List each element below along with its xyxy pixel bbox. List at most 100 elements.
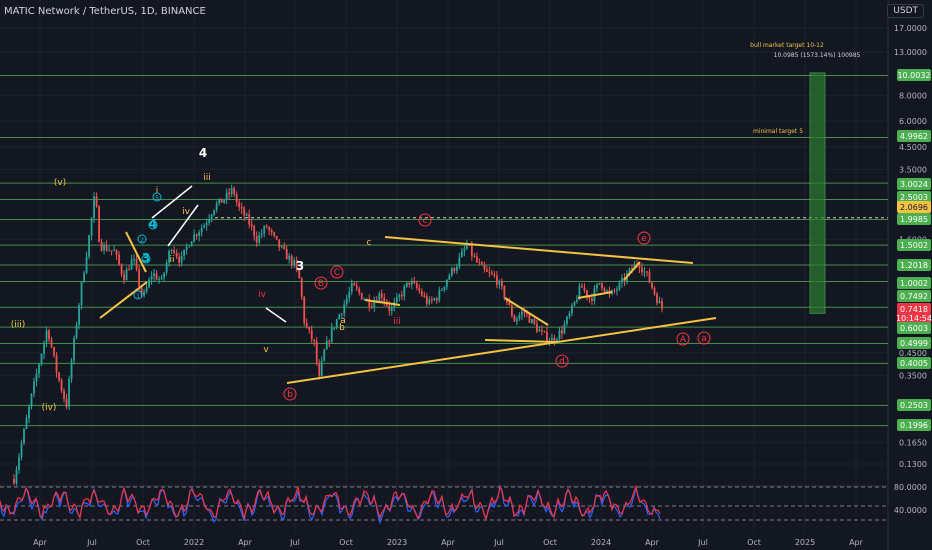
candle-body bbox=[363, 299, 366, 301]
currency-selector[interactable]: USDT bbox=[887, 4, 924, 18]
candle-body bbox=[566, 316, 568, 325]
candle-body bbox=[473, 255, 476, 257]
x-tick-label: Apr bbox=[238, 538, 253, 547]
candle-body bbox=[458, 257, 461, 267]
candle-body bbox=[275, 235, 278, 240]
candle-body bbox=[308, 327, 311, 330]
candle-body bbox=[170, 250, 173, 252]
candle-body bbox=[533, 319, 536, 324]
wave-label: (iii) bbox=[11, 320, 26, 330]
candle-body bbox=[508, 301, 511, 306]
wave-circle bbox=[283, 387, 297, 401]
candle-body bbox=[95, 196, 98, 207]
candle-body bbox=[140, 286, 143, 296]
price-badge-label: 10.0032 bbox=[897, 71, 930, 80]
candle-body bbox=[578, 285, 581, 300]
candle-body bbox=[263, 226, 266, 234]
candle-body bbox=[30, 393, 33, 407]
x-tick-label: Oct bbox=[543, 538, 557, 547]
candle-body bbox=[258, 235, 261, 243]
wave-label: a bbox=[340, 316, 346, 326]
x-tick-label: 2022 bbox=[184, 538, 204, 547]
candle-body bbox=[103, 244, 105, 251]
candle-body bbox=[616, 289, 618, 291]
candle-body bbox=[218, 198, 221, 204]
candle-body bbox=[468, 244, 471, 246]
candle-body bbox=[163, 272, 166, 278]
candle-body bbox=[210, 214, 213, 220]
candle-body bbox=[528, 313, 531, 323]
candle-body bbox=[353, 283, 356, 286]
candle-body bbox=[183, 249, 186, 256]
candles bbox=[13, 184, 663, 487]
target-box bbox=[809, 72, 826, 314]
candle-body bbox=[65, 398, 68, 407]
candle-body bbox=[658, 300, 661, 304]
price-badge-label: 3.0024 bbox=[900, 180, 928, 189]
candle-body bbox=[213, 209, 216, 215]
candle-body bbox=[403, 286, 406, 297]
candle-body bbox=[238, 202, 241, 208]
candle-body bbox=[383, 297, 386, 302]
candle-body bbox=[303, 296, 306, 323]
candle-body bbox=[265, 226, 268, 228]
wave-label: C bbox=[334, 268, 340, 278]
candle-body bbox=[408, 282, 411, 285]
candle-body bbox=[370, 306, 373, 308]
candle-body bbox=[128, 269, 130, 271]
minimal-target-note: minimal target 5 bbox=[753, 128, 803, 135]
candle-body bbox=[55, 355, 58, 373]
candle-body bbox=[530, 319, 533, 323]
candle-body bbox=[175, 252, 178, 257]
candle-body bbox=[90, 217, 93, 236]
x-tick-label: Oct bbox=[747, 538, 761, 547]
price-badge bbox=[897, 399, 931, 411]
candle-body bbox=[248, 214, 251, 225]
wave-circle bbox=[676, 332, 690, 346]
channel-line bbox=[167, 204, 199, 247]
candle-body bbox=[50, 339, 53, 348]
candle-body bbox=[28, 406, 30, 419]
candle-body bbox=[25, 418, 28, 430]
candle-body bbox=[60, 380, 63, 391]
candle-body bbox=[641, 267, 643, 273]
candle-body bbox=[503, 286, 506, 298]
candle-body bbox=[538, 329, 541, 332]
x-tick-label: Jul bbox=[697, 538, 708, 547]
candle-body bbox=[48, 330, 50, 340]
candle-body bbox=[43, 342, 45, 354]
candle-body bbox=[598, 282, 601, 285]
candle-body bbox=[240, 207, 243, 209]
chart-title: MATIC Network / TetherUS, 1D, BINANCE bbox=[4, 6, 206, 17]
candle-body bbox=[395, 296, 398, 302]
candle-body bbox=[295, 260, 298, 269]
candle-body bbox=[208, 219, 211, 223]
candle-body bbox=[651, 282, 653, 288]
candle-body bbox=[190, 241, 193, 247]
x-tick-label: Jul bbox=[493, 538, 504, 547]
x-tick-label: Apr bbox=[645, 538, 660, 547]
price-badge bbox=[897, 130, 931, 142]
candle-body bbox=[98, 206, 100, 242]
x-tick-label: 2024 bbox=[591, 538, 611, 547]
candle-body bbox=[523, 311, 526, 313]
wave-label: iv bbox=[182, 207, 191, 217]
x-tick-label: Oct bbox=[339, 538, 353, 547]
candle-body bbox=[498, 281, 501, 285]
candle-body bbox=[631, 268, 633, 270]
candle-body bbox=[576, 299, 578, 302]
candle-body bbox=[270, 230, 273, 233]
candle-body bbox=[500, 281, 503, 287]
price-badge-label: 0.7492 bbox=[900, 292, 928, 301]
candle-body bbox=[333, 327, 336, 329]
candle-body bbox=[621, 278, 623, 283]
candle-body bbox=[380, 293, 383, 298]
candle-body bbox=[205, 222, 208, 226]
wave-label: iii bbox=[393, 317, 401, 327]
wave-label: 4 bbox=[149, 217, 157, 231]
candle-body bbox=[405, 282, 408, 287]
wave-circle bbox=[152, 192, 162, 202]
candle-body bbox=[601, 282, 603, 289]
candle-body bbox=[428, 299, 431, 304]
